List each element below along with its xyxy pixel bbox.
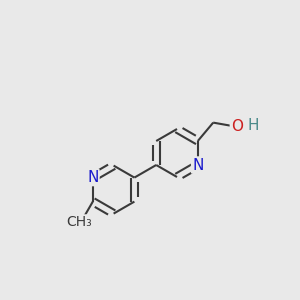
Text: N: N	[87, 170, 98, 185]
Text: O: O	[231, 119, 243, 134]
Text: N: N	[192, 158, 203, 172]
Text: CH₃: CH₃	[66, 215, 92, 230]
Text: H: H	[248, 118, 259, 133]
